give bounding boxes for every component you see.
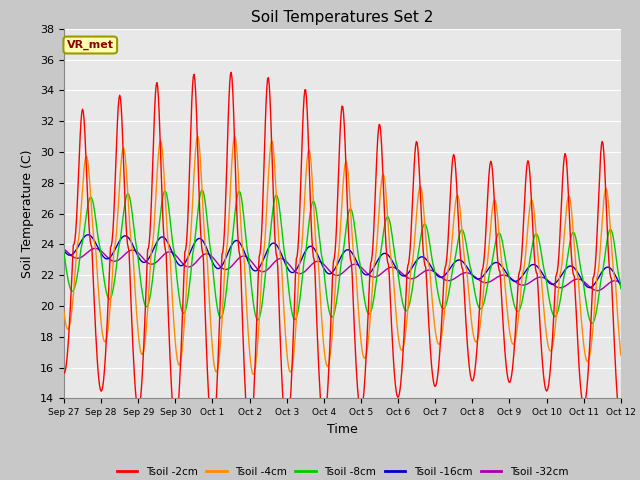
Y-axis label: Soil Temperature (C): Soil Temperature (C) <box>22 149 35 278</box>
Tsoil -32cm <box>428 267 435 273</box>
Tsoil -16cm <box>411 260 419 266</box>
Tsoil -2cm <box>127 308 135 314</box>
Tsoil -32cm <box>91 245 99 251</box>
Tsoil -4cm <box>428 293 436 299</box>
Tsoil -8cm <box>127 204 135 210</box>
Tsoil -2cm <box>70 241 78 247</box>
Tsoil -8cm <box>588 321 596 326</box>
Tsoil -8cm <box>411 269 419 275</box>
Tsoil -8cm <box>60 250 68 256</box>
Tsoil -32cm <box>185 264 193 270</box>
Tsoil -4cm <box>70 283 78 289</box>
Line: Tsoil -16cm: Tsoil -16cm <box>64 235 621 288</box>
Tsoil -16cm <box>60 248 68 253</box>
Tsoil -8cm <box>70 286 78 292</box>
Tsoil -8cm <box>198 187 205 193</box>
Tsoil -2cm <box>214 375 221 381</box>
Tsoil -4cm <box>214 367 221 373</box>
Tsoil -4cm <box>412 225 419 230</box>
Title: Soil Temperatures Set 2: Soil Temperatures Set 2 <box>252 10 433 25</box>
Text: VR_met: VR_met <box>67 40 114 50</box>
Line: Tsoil -2cm: Tsoil -2cm <box>64 72 621 438</box>
Tsoil -16cm <box>214 265 222 271</box>
Tsoil -4cm <box>617 352 625 358</box>
Tsoil -8cm <box>184 295 192 300</box>
Tsoil -16cm <box>84 232 92 238</box>
Tsoil -4cm <box>184 258 192 264</box>
Tsoil -16cm <box>617 283 625 289</box>
Tsoil -2cm <box>617 420 625 426</box>
Line: Tsoil -4cm: Tsoil -4cm <box>64 137 621 374</box>
Tsoil -32cm <box>70 254 78 260</box>
Tsoil -16cm <box>70 250 78 255</box>
Tsoil -8cm <box>617 286 625 291</box>
Tsoil -32cm <box>617 280 625 286</box>
Legend: Tsoil -2cm, Tsoil -4cm, Tsoil -8cm, Tsoil -16cm, Tsoil -32cm: Tsoil -2cm, Tsoil -4cm, Tsoil -8cm, Tsoi… <box>113 463 572 480</box>
Line: Tsoil -8cm: Tsoil -8cm <box>64 190 621 324</box>
Line: Tsoil -32cm: Tsoil -32cm <box>64 248 621 290</box>
Tsoil -16cm <box>128 241 136 247</box>
Tsoil -4cm <box>249 372 257 377</box>
Tsoil -2cm <box>184 214 192 220</box>
Tsoil -32cm <box>60 246 68 252</box>
Tsoil -8cm <box>428 250 435 256</box>
Tsoil -16cm <box>428 264 435 269</box>
Tsoil -2cm <box>412 143 419 149</box>
Tsoil -8cm <box>214 309 222 315</box>
Tsoil -16cm <box>185 253 193 259</box>
Tsoil -32cm <box>594 288 602 293</box>
Tsoil -2cm <box>60 370 68 376</box>
Tsoil -2cm <box>227 70 235 75</box>
Tsoil -4cm <box>230 134 238 140</box>
Tsoil -4cm <box>127 241 135 247</box>
Tsoil -16cm <box>586 285 594 290</box>
Tsoil -4cm <box>60 309 68 315</box>
Tsoil -32cm <box>214 261 222 267</box>
Tsoil -2cm <box>246 435 253 441</box>
X-axis label: Time: Time <box>327 423 358 436</box>
Tsoil -32cm <box>128 247 136 253</box>
Tsoil -32cm <box>411 275 419 281</box>
Tsoil -2cm <box>428 365 436 371</box>
